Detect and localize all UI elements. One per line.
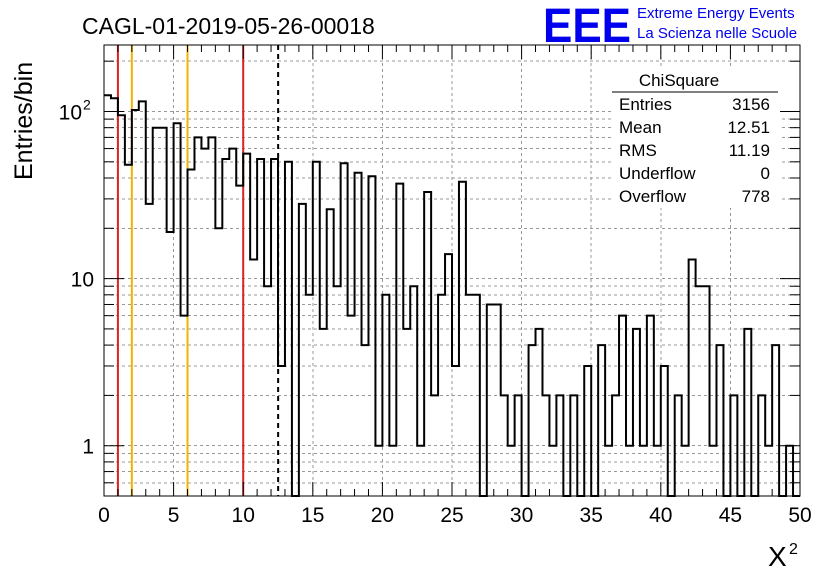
x-tick-label: 40 xyxy=(649,504,672,527)
stats-row: Mean 12.51 xyxy=(619,118,770,137)
x-tick-label: 35 xyxy=(580,504,603,527)
y-tick-label: 10 xyxy=(71,269,94,292)
x-tick-label: 50 xyxy=(788,504,811,527)
y-tick-label: 1 xyxy=(82,436,94,459)
stats-row-label: Overflow xyxy=(619,187,687,206)
stats-row-value: 0 xyxy=(761,164,770,183)
stats-row-value: 11.19 xyxy=(729,141,770,160)
histogram-outline xyxy=(104,94,800,497)
x-axis-label-main: X xyxy=(768,541,787,572)
x-tick-label: 20 xyxy=(371,504,394,527)
y-tick-label-base: 1 xyxy=(82,436,94,459)
stats-row-label: RMS xyxy=(619,141,657,160)
plot-frame xyxy=(103,44,801,497)
stats-box: ChiSquare Entries 3156 Mean 12.51 RMS 11.19 Un… xyxy=(612,68,780,208)
eee-logo: EEE Extreme Energy Events La Scienza nel… xyxy=(543,0,797,53)
stats-row-label: Entries xyxy=(619,95,672,114)
x-axis-label: X 2 xyxy=(768,541,798,572)
y-tick-label-base: 10 xyxy=(59,101,82,124)
x-tick-labels: 0 5 10 15 20 25 30 35 40 45 50 xyxy=(98,504,812,527)
stats-row-label: Mean xyxy=(619,118,662,137)
x-tick-label: 25 xyxy=(440,504,463,527)
stats-row: RMS 11.19 xyxy=(619,141,770,160)
stats-row-label: Underflow xyxy=(619,164,696,183)
stats-row: Underflow 0 xyxy=(619,164,770,183)
x-axis-label-superscript: 2 xyxy=(789,541,798,558)
y-tick-label: 10 2 xyxy=(59,96,91,124)
x-tick-label: 45 xyxy=(719,504,742,527)
x-tick-label: 15 xyxy=(301,504,324,527)
y-axis-label: Entries/bin xyxy=(10,62,38,180)
stats-row-value: 3156 xyxy=(732,95,770,114)
stats-box-rows: Entries 3156 Mean 12.51 RMS 11.19 Underflow 0 Ov… xyxy=(619,95,770,206)
logo-line-2: La Scienza nelle Scuole xyxy=(637,25,797,42)
x-tick-label: 0 xyxy=(98,504,110,527)
stats-box-background xyxy=(612,68,780,208)
stats-row: Overflow 778 xyxy=(619,187,770,206)
x-tick-label: 30 xyxy=(510,504,533,527)
axis-ticks xyxy=(103,45,801,497)
x-tick-label: 5 xyxy=(168,504,180,527)
chart-title: CAGL-01-2019-05-26-00018 xyxy=(82,13,375,39)
y-tick-label-exponent: 2 xyxy=(83,96,91,112)
stats-row: Entries 3156 xyxy=(619,95,770,114)
eee-logo-mark: EEE xyxy=(543,0,631,53)
x-tick-label: 10 xyxy=(232,504,255,527)
stats-row-value: 778 xyxy=(742,187,770,206)
stats-row-value: 12.51 xyxy=(727,118,770,137)
stats-box-title: ChiSquare xyxy=(639,71,719,90)
logo-line-1: Extreme Energy Events xyxy=(637,5,795,22)
y-tick-label-base: 10 xyxy=(71,269,94,292)
